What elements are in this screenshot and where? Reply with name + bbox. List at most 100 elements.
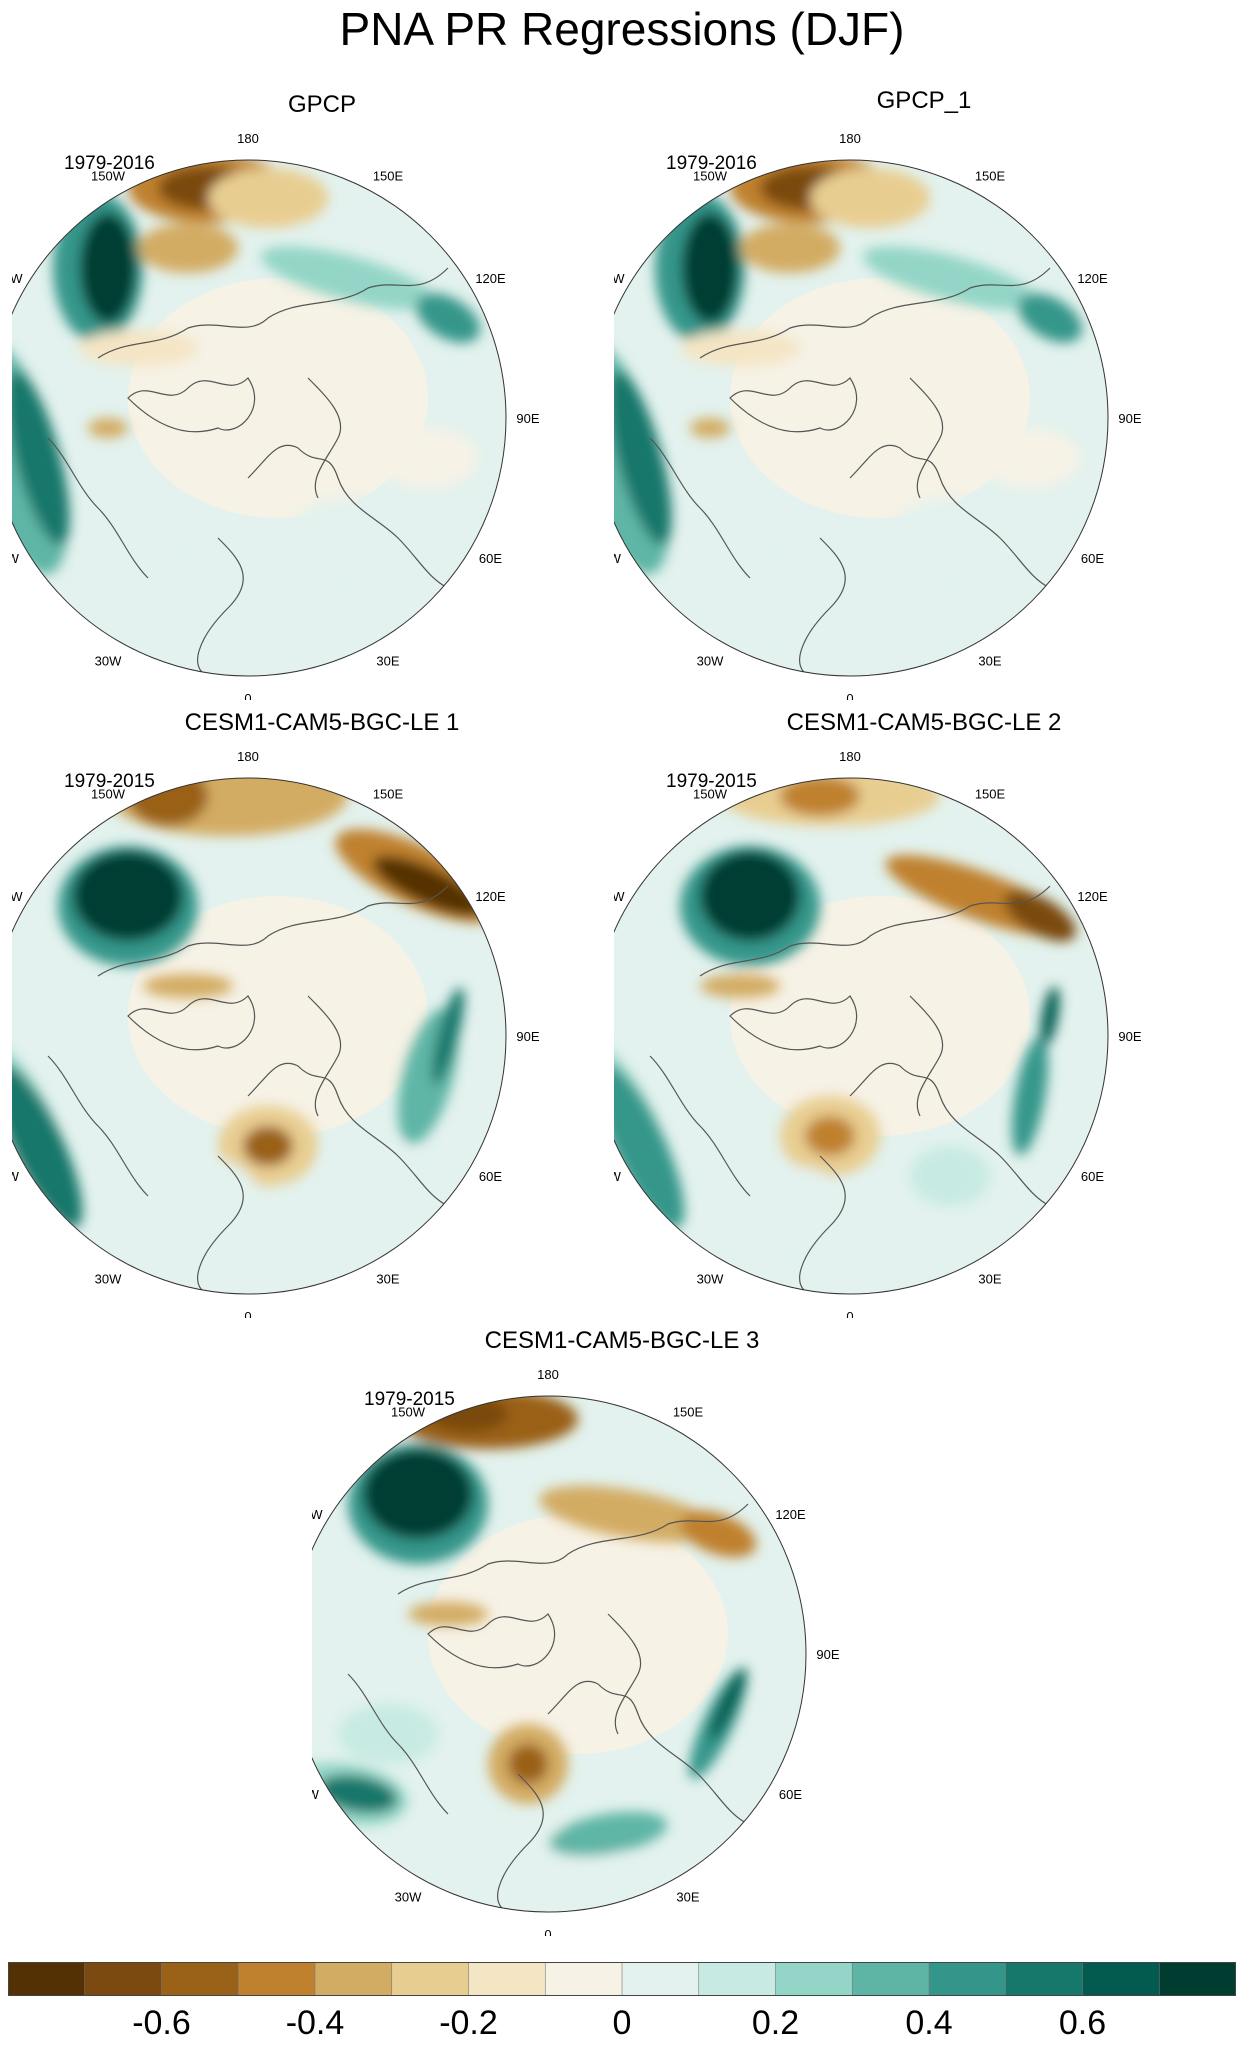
- longitude-label: 150W: [91, 787, 126, 802]
- longitude-label: 0: [244, 1309, 251, 1318]
- longitude-label: 0: [544, 1927, 551, 1936]
- coastline: [909, 995, 944, 1117]
- colorbar-swatch: [775, 1962, 853, 1996]
- longitude-label: 90E: [1118, 411, 1141, 426]
- field-region: [910, 1146, 990, 1206]
- colorbar-tick-label: -0.6: [132, 2004, 191, 2042]
- map-panel-gpcp: GPCP 1979-2016 180 150E 120E 90E 60E 30E 0 30W 6…: [12, 90, 632, 700]
- field-region: [700, 851, 800, 941]
- panel-title: GPCP: [287, 91, 356, 118]
- field-region: [539, 1485, 717, 1543]
- coastline: [97, 885, 449, 977]
- longitude-label: 60E: [1081, 1169, 1104, 1184]
- field-region: [363, 1449, 473, 1539]
- field-region: [810, 168, 930, 228]
- panel-title: CESM1-CAM5-BGC-LE 2: [786, 709, 1062, 736]
- colorbar-frame: [8, 1962, 1236, 1996]
- panel-years: 1979-2016: [666, 153, 757, 174]
- field-region: [780, 778, 860, 816]
- colorbar-swatch: [622, 1962, 700, 1996]
- longitude-label: 0: [244, 691, 251, 700]
- precip-field: [614, 160, 1108, 676]
- panel-years: 1979-2015: [364, 1389, 455, 1410]
- longitude-label: 120E: [475, 889, 506, 904]
- field-region: [730, 1166, 850, 1246]
- colorbar-swatch: [545, 1962, 623, 1996]
- field-region: [243, 1126, 293, 1166]
- coastline: [307, 995, 342, 1117]
- precip-field: [12, 160, 506, 676]
- field-region: [980, 428, 1080, 488]
- colorbar-swatch: [1005, 1962, 1083, 1996]
- coastline: [197, 1155, 244, 1294]
- coastline: [247, 444, 449, 589]
- field-region: [128, 896, 428, 1136]
- colorbar-tick-label: 0.4: [905, 2004, 953, 2042]
- longitude-label: 180: [237, 749, 259, 764]
- longitude-label: 150W: [91, 169, 126, 184]
- colorbar-swatch: [161, 1962, 239, 1996]
- coastline: [729, 995, 858, 1051]
- longitude-label: 150W: [391, 1405, 426, 1420]
- field-region: [890, 498, 1010, 578]
- longitude-label: 90E: [516, 1029, 539, 1044]
- field-region: [138, 1156, 258, 1236]
- longitude-label: 150E: [373, 787, 404, 802]
- colorbar-swatch: [1082, 1962, 1160, 1996]
- polar-stereo-map: 180150E120E90E60E30E030W60W90W120W150W: [12, 131, 540, 700]
- field-region: [428, 1514, 728, 1754]
- panel-title: CESM1-CAM5-BGC-LE 3: [484, 1327, 760, 1354]
- precip-field: [312, 1396, 806, 1912]
- colorbar-swatch: [468, 1962, 546, 1996]
- field-region: [288, 498, 408, 578]
- longitude-label: 60W: [614, 1169, 622, 1184]
- longitude-label: 120W: [312, 1507, 323, 1522]
- field-region: [78, 330, 198, 366]
- longitude-label: 30E: [978, 654, 1001, 669]
- field-region: [862, 246, 1038, 310]
- map-boundary: [312, 1395, 807, 1913]
- longitude-label: 30W: [95, 654, 122, 669]
- field-region: [108, 778, 348, 836]
- map-boundary: [614, 159, 1109, 677]
- field-region: [80, 213, 136, 323]
- longitude-label: 60W: [12, 1169, 20, 1184]
- longitude-label: 0: [846, 691, 853, 700]
- colorbar-swatch: [84, 1962, 162, 1996]
- field-region: [614, 370, 672, 546]
- coastline: [47, 437, 149, 579]
- map-boundary: [614, 777, 1109, 1295]
- colorbar-swatch: [852, 1962, 930, 1996]
- coastline: [607, 1613, 642, 1735]
- longitude-label: 30W: [697, 1272, 724, 1287]
- field-region: [378, 428, 478, 488]
- colorbar-swatch: [1159, 1962, 1236, 1996]
- panel-title: GPCP_1: [876, 87, 972, 114]
- field-region: [1018, 293, 1082, 343]
- coastline: [649, 437, 751, 579]
- panel-years: 1979-2015: [666, 771, 757, 792]
- coastline: [247, 1062, 449, 1207]
- longitude-label: 180: [537, 1367, 559, 1382]
- longitude-label: 30W: [697, 654, 724, 669]
- field-region: [138, 223, 238, 273]
- polar-stereo-map: 180150E120E90E60E30E030W60W90W120W150W: [312, 1367, 840, 1936]
- polar-stereo-map: 180150E120E90E60E30E030W60W90W120W150W: [12, 749, 540, 1318]
- field-region: [614, 1063, 685, 1229]
- panel-years: 1979-2016: [64, 153, 155, 174]
- longitude-label: 120W: [12, 889, 23, 904]
- longitude-label: 120W: [614, 889, 625, 904]
- field-region: [548, 1811, 668, 1857]
- panel-title: CESM1-CAM5-BGC-LE 1: [184, 709, 460, 736]
- field-region: [318, 1136, 418, 1196]
- polar-stereo-map: 180150E120E90E60E30E030W60W90W120W150W: [614, 131, 1142, 700]
- coastline: [127, 377, 256, 433]
- longitude-label: 30W: [395, 1890, 422, 1905]
- map-panel-cesm-3: CESM1-CAM5-BGC-LE 3 1979-2015 180 150E 120…: [312, 1326, 932, 1936]
- coastline: [197, 537, 244, 676]
- longitude-label: 180: [237, 131, 259, 146]
- colorbar-swatch: [238, 1962, 316, 1996]
- map-panel-cesm-1: CESM1-CAM5-BGC-LE 1 1979-2015 180 150E 120…: [12, 708, 632, 1318]
- coastline: [699, 885, 1051, 977]
- colorbar-swatch: [391, 1962, 469, 1996]
